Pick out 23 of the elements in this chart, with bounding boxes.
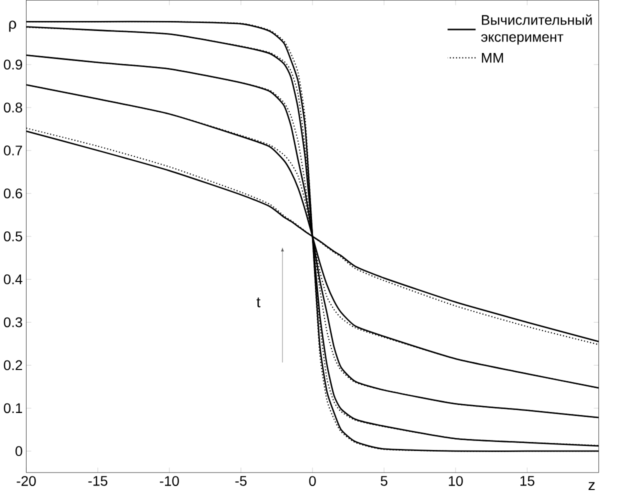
x-tick-label: 0	[309, 476, 316, 486]
x-tick-label: -10	[160, 476, 179, 486]
legend-label: Вычислительный эксперимент	[481, 14, 592, 44]
annotation: t	[256, 297, 260, 308]
y-tick-label: 0	[16, 446, 22, 456]
y-tick-label: 0.6	[4, 188, 22, 198]
y-tick-label: 0.9	[4, 60, 22, 70]
y-tick-label: 0.7	[4, 145, 22, 156]
y-tick-label: 0.3	[4, 317, 22, 328]
x-tick-label: 5	[380, 476, 388, 486]
legend-label: ММ	[482, 52, 503, 62]
x-axis-title: z	[588, 482, 595, 490]
y-axis-title: ρ	[9, 20, 16, 32]
x-tick-label: 15	[520, 476, 534, 486]
y-tick-label: 0.4	[4, 274, 22, 284]
x-tick-label: -20	[16, 476, 36, 486]
x-tick-label: -5	[235, 476, 247, 486]
y-tick-label: 0.8	[4, 102, 22, 112]
y-tick-label: 0.1	[4, 403, 22, 413]
x-tick-label: -15	[88, 476, 108, 486]
y-tick-label: 0.2	[4, 360, 22, 370]
x-tick-label: 10	[448, 476, 463, 486]
y-tick-label: 0.5	[4, 231, 22, 242]
